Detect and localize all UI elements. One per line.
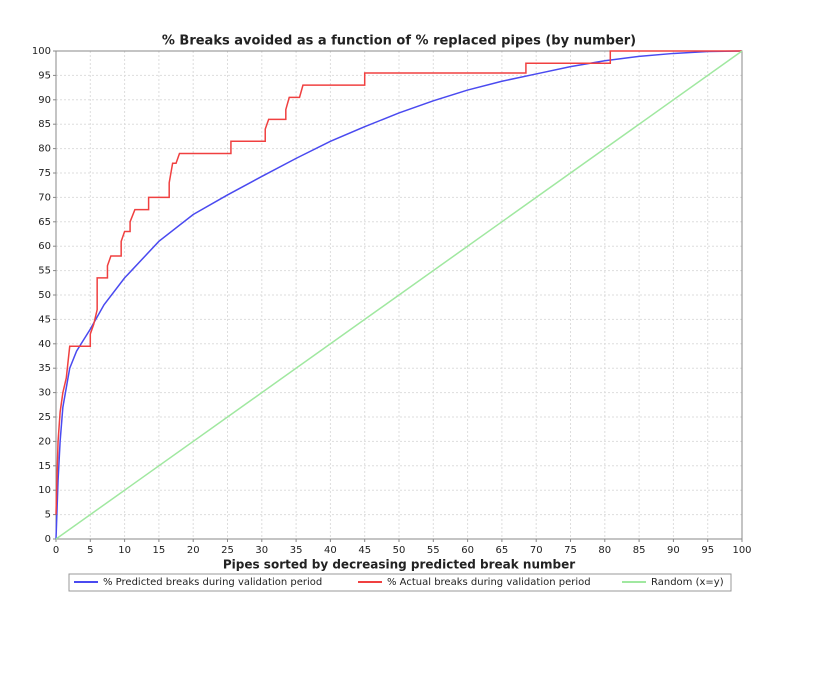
x-tick-label: 100 [732, 545, 751, 556]
x-axis-label: Pipes sorted by decreasing predicted bre… [223, 558, 575, 572]
x-tick-label: 45 [358, 545, 371, 556]
y-tick-label: 65 [38, 217, 51, 228]
y-tick-label: 60 [38, 241, 51, 252]
y-tick-label: 100 [32, 46, 51, 57]
chart-title: % Breaks avoided as a function of % repl… [162, 34, 636, 49]
x-tick-label: 85 [633, 545, 646, 556]
y-tick-label: 5 [45, 510, 51, 521]
x-tick-label: 20 [187, 545, 200, 556]
y-tick-label: 35 [38, 363, 51, 374]
x-tick-label: 70 [530, 545, 543, 556]
y-tick-label: 30 [38, 388, 51, 399]
legend-box [68, 573, 732, 592]
series-line [55, 50, 742, 515]
y-tick-label: 15 [38, 461, 51, 472]
y-tick-label: 80 [38, 144, 51, 155]
x-tick-label: 95 [701, 545, 714, 556]
plot-frame [55, 50, 743, 540]
y-tick-label: 85 [38, 119, 51, 130]
x-tick-label: 80 [598, 545, 611, 556]
y-tick-label: 50 [38, 290, 51, 301]
series-line [55, 50, 743, 540]
x-tick-label: 0 [53, 545, 59, 556]
x-tick-label: 40 [324, 545, 337, 556]
y-tick-label: 70 [38, 192, 51, 203]
legend-label: % Actual breaks during validation period [387, 577, 591, 588]
x-tick-label: 55 [427, 545, 440, 556]
x-tick-label: 90 [667, 545, 680, 556]
x-tick-label: 30 [255, 545, 268, 556]
y-tick-label: 10 [38, 485, 51, 496]
x-tick-label: 65 [496, 545, 509, 556]
y-tick-label: 90 [38, 95, 51, 106]
y-tick-label: 55 [38, 266, 51, 277]
legend-label: % Predicted breaks during validation per… [103, 577, 322, 588]
x-tick-label: 60 [461, 545, 474, 556]
x-tick-label: 35 [290, 545, 303, 556]
x-tick-label: 10 [118, 545, 131, 556]
y-tick-label: 45 [38, 314, 51, 325]
y-tick-label: 20 [38, 436, 51, 447]
x-tick-label: 75 [564, 545, 577, 556]
x-tick-label: 50 [393, 545, 406, 556]
x-tick-label: 25 [221, 545, 234, 556]
y-tick-label: 25 [38, 412, 51, 423]
legend-label: Random (x=y) [651, 577, 724, 588]
x-tick-label: 5 [87, 545, 93, 556]
y-tick-label: 75 [38, 168, 51, 179]
x-tick-label: 15 [153, 545, 166, 556]
y-tick-label: 0 [45, 534, 51, 545]
y-tick-label: 40 [38, 339, 51, 350]
y-tick-label: 95 [38, 70, 51, 81]
